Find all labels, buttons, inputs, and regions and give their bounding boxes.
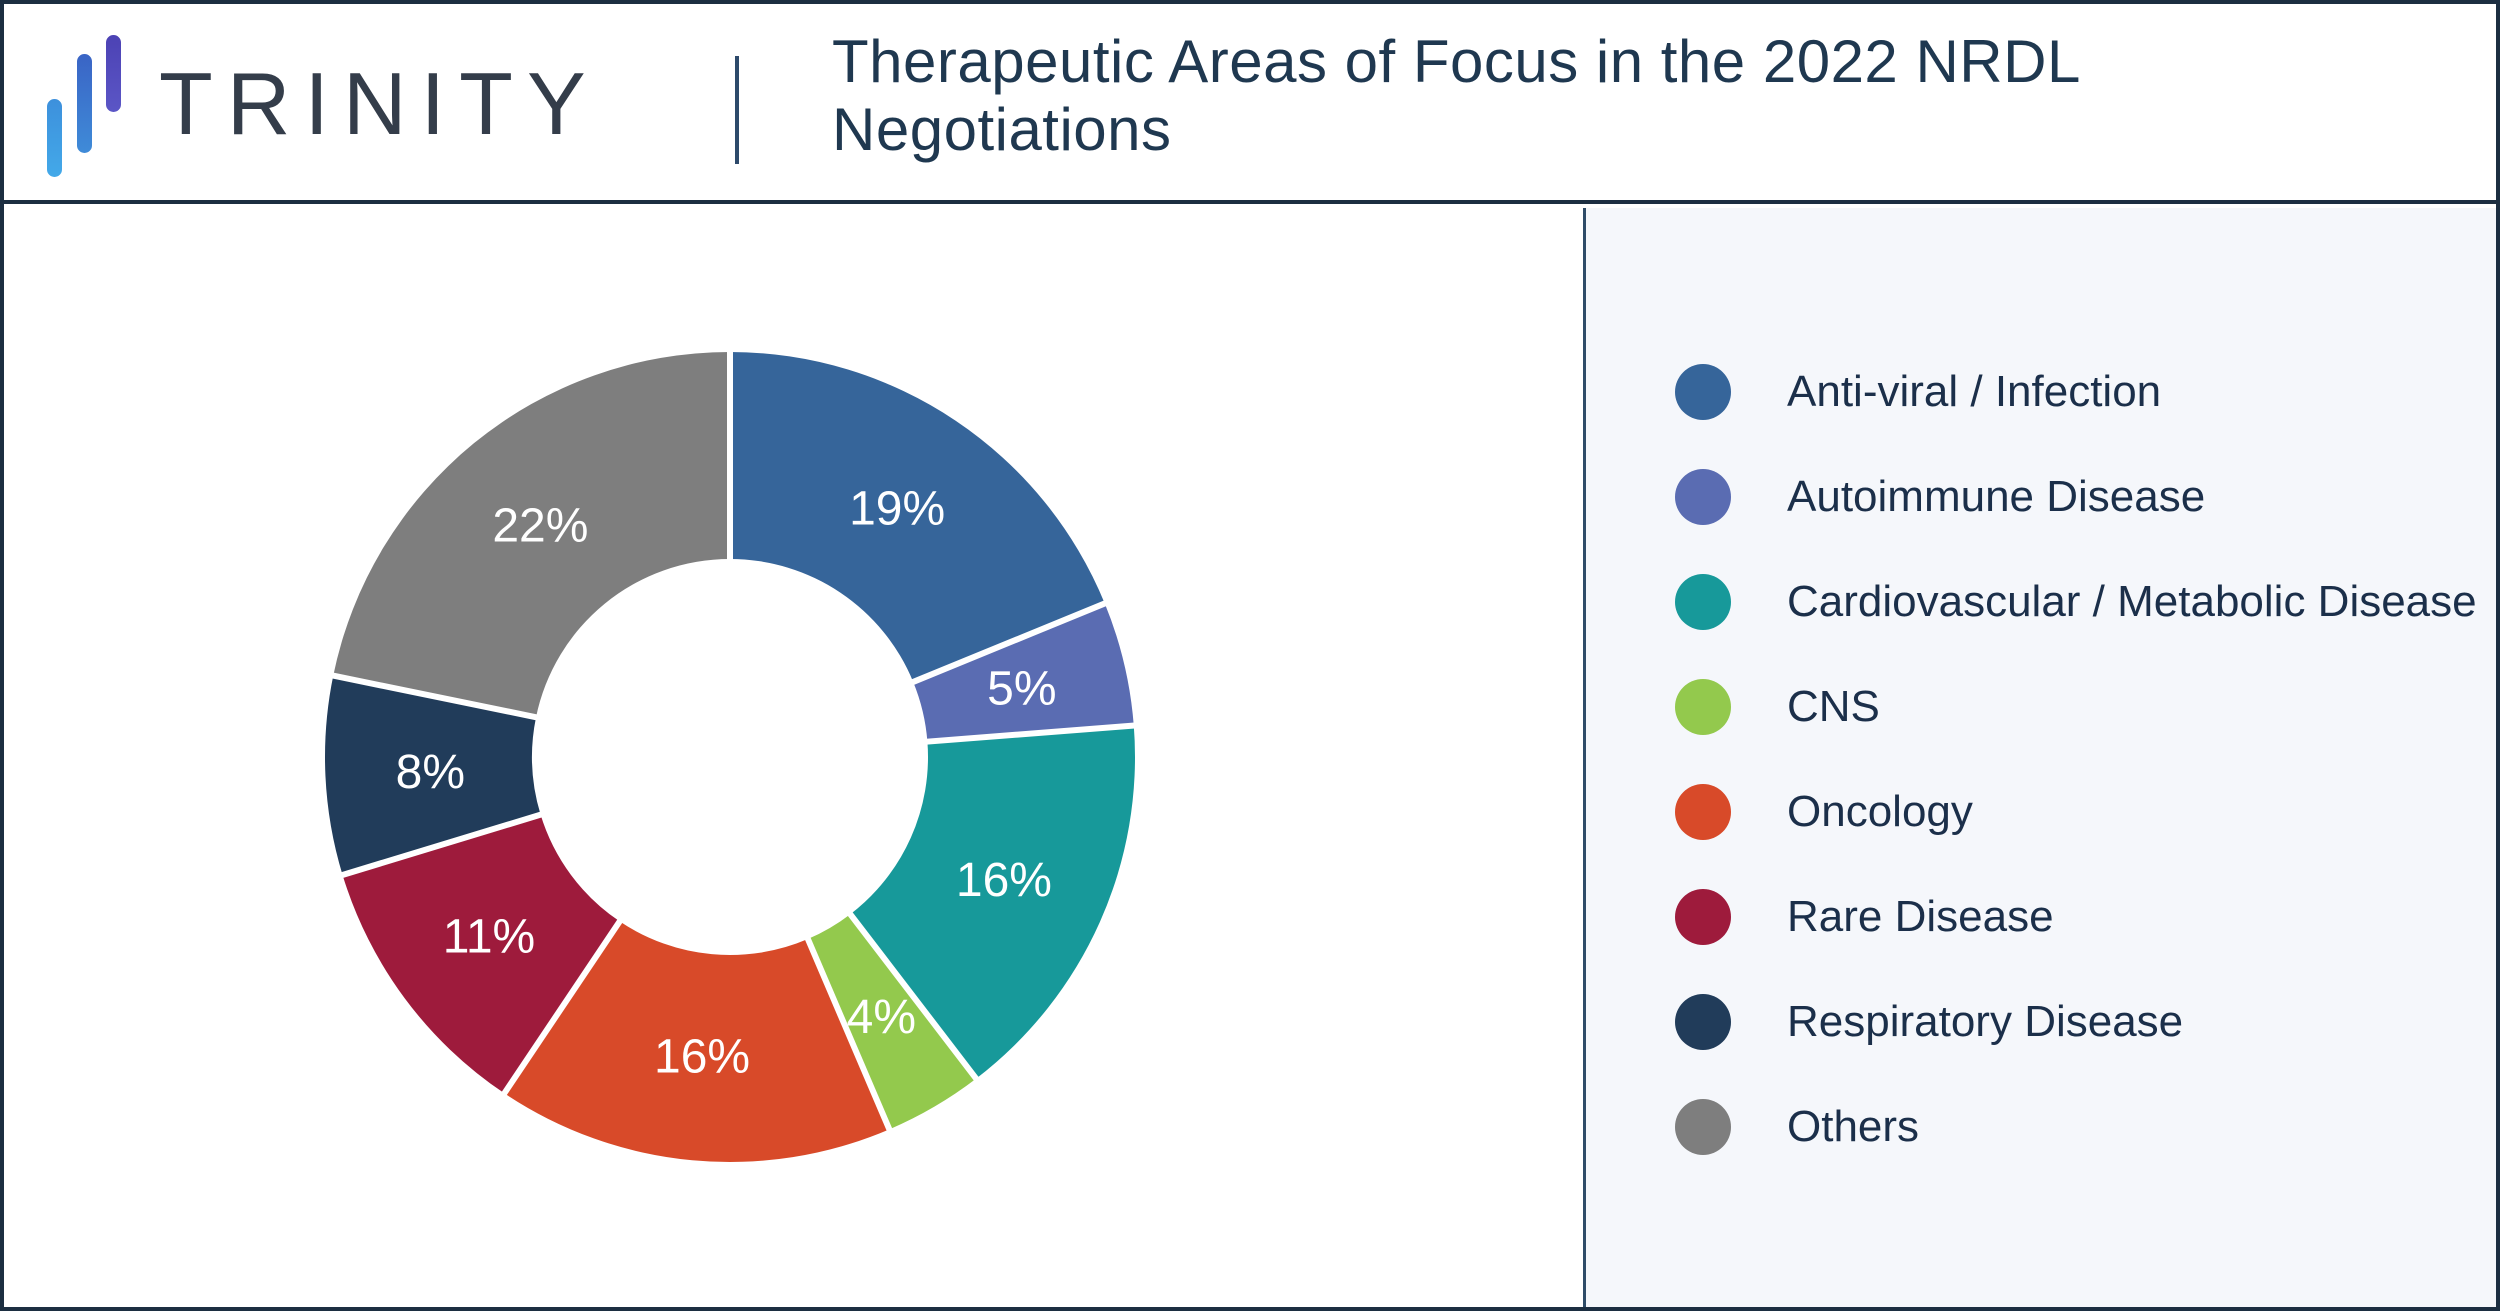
legend-label: Others (1787, 1101, 1920, 1151)
legend-item-respiratory-disease: Respiratory Disease (1586, 969, 2496, 1074)
legend-label: Cardiovascular / Metabolic Disease (1787, 576, 2477, 626)
slice-gap (328, 671, 541, 721)
header: TRINITY Therapeutic Areas of Focus in th… (4, 4, 2496, 204)
legend-label: Anti-viral / Infection (1787, 366, 2162, 416)
slice-value-label-others: 22% (492, 499, 588, 552)
slice-value-label-rare-disease: 11% (443, 910, 536, 963)
legend-label: Autoimmune Disease (1787, 471, 2206, 521)
chart-panel: 19% 5% 16% 4% 16% 11% 8% 22% (4, 208, 1583, 1307)
page-title-line-2: Negotiations (832, 96, 1172, 163)
slice-gap (845, 909, 981, 1084)
donut-slice-cardiovascular-metabolic-disease (850, 725, 1135, 1079)
legend-item-anti-viral-infection: Anti-viral / Infection (1586, 339, 2496, 444)
legend-label: Respiratory Disease (1787, 996, 2184, 1046)
legend-item-oncology: Oncology (1586, 759, 2496, 864)
panel-divider (1583, 208, 1586, 1307)
legend-swatch-icon (1675, 468, 1731, 525)
legend-item-rare-disease: Rare Disease (1586, 864, 2496, 969)
legend-swatch-icon (1675, 573, 1731, 630)
slice-value-label-cardiovascular-metabolic-disease: 16% (956, 854, 1052, 907)
legend-swatch-icon (1675, 888, 1731, 945)
legend-item-others: Others (1586, 1074, 2496, 1179)
donut-slice-cns (807, 914, 977, 1130)
legend-item-autoimmune-disease: Autoimmune Disease (1586, 444, 2496, 549)
page-title: Therapeutic Areas of Focus in the 2022 N… (832, 28, 2081, 164)
legend-label: Rare Disease (1787, 891, 2054, 941)
trinity-logo: TRINITY (4, 4, 734, 204)
donut-slice-anti-viral-infection (730, 352, 1105, 682)
brand-wordmark: TRINITY (159, 54, 600, 153)
slice-gap (908, 599, 1110, 687)
legend-item-cns: CNS (1586, 654, 2496, 759)
legend-swatch-icon (1675, 993, 1731, 1050)
slice-gap (923, 722, 1138, 745)
donut-chart: 19% 5% 16% 4% 16% 11% 8% 22% (324, 348, 1138, 1162)
logo-bar-right-icon (106, 35, 121, 112)
slice-value-label-anti-viral-infection: 19% (849, 483, 945, 536)
slice-value-label-oncology: 16% (654, 1030, 750, 1083)
legend-panel: Anti-viral / Infection Autoimmune Disease… (1586, 208, 2496, 1307)
logo-bar-middle-icon (77, 54, 92, 153)
slice-value-label-cns: 4% (847, 991, 916, 1044)
slice-gap (499, 916, 625, 1099)
legend-label: Oncology (1787, 786, 1973, 836)
donut-slice-oncology (504, 921, 890, 1162)
donut-slice-autoimmune-disease (913, 603, 1134, 742)
legend-item-cardiovascular-metabolic-disease: Cardiovascular / Metabolic Disease (1586, 549, 2496, 654)
page-title-line-1: Therapeutic Areas of Focus in the 2022 N… (832, 28, 2081, 95)
header-divider (735, 56, 739, 164)
slice-value-label-respiratory-disease: 8% (396, 746, 465, 799)
chart-legend: Anti-viral / Infection Autoimmune Disease… (1586, 339, 2496, 1179)
legend-swatch-icon (1675, 678, 1731, 735)
donut-slice-respiratory-disease (324, 675, 541, 875)
legend-swatch-icon (1675, 1098, 1731, 1155)
slice-gap (337, 810, 546, 879)
slice-value-label-autoimmune-disease: 5% (987, 662, 1056, 715)
slice-gap (803, 934, 894, 1135)
logo-bar-left-icon (47, 99, 62, 177)
legend-swatch-icon (1675, 363, 1731, 420)
donut-slice-others (333, 352, 730, 718)
legend-label: CNS (1787, 681, 1880, 731)
legend-swatch-icon (1675, 783, 1731, 840)
